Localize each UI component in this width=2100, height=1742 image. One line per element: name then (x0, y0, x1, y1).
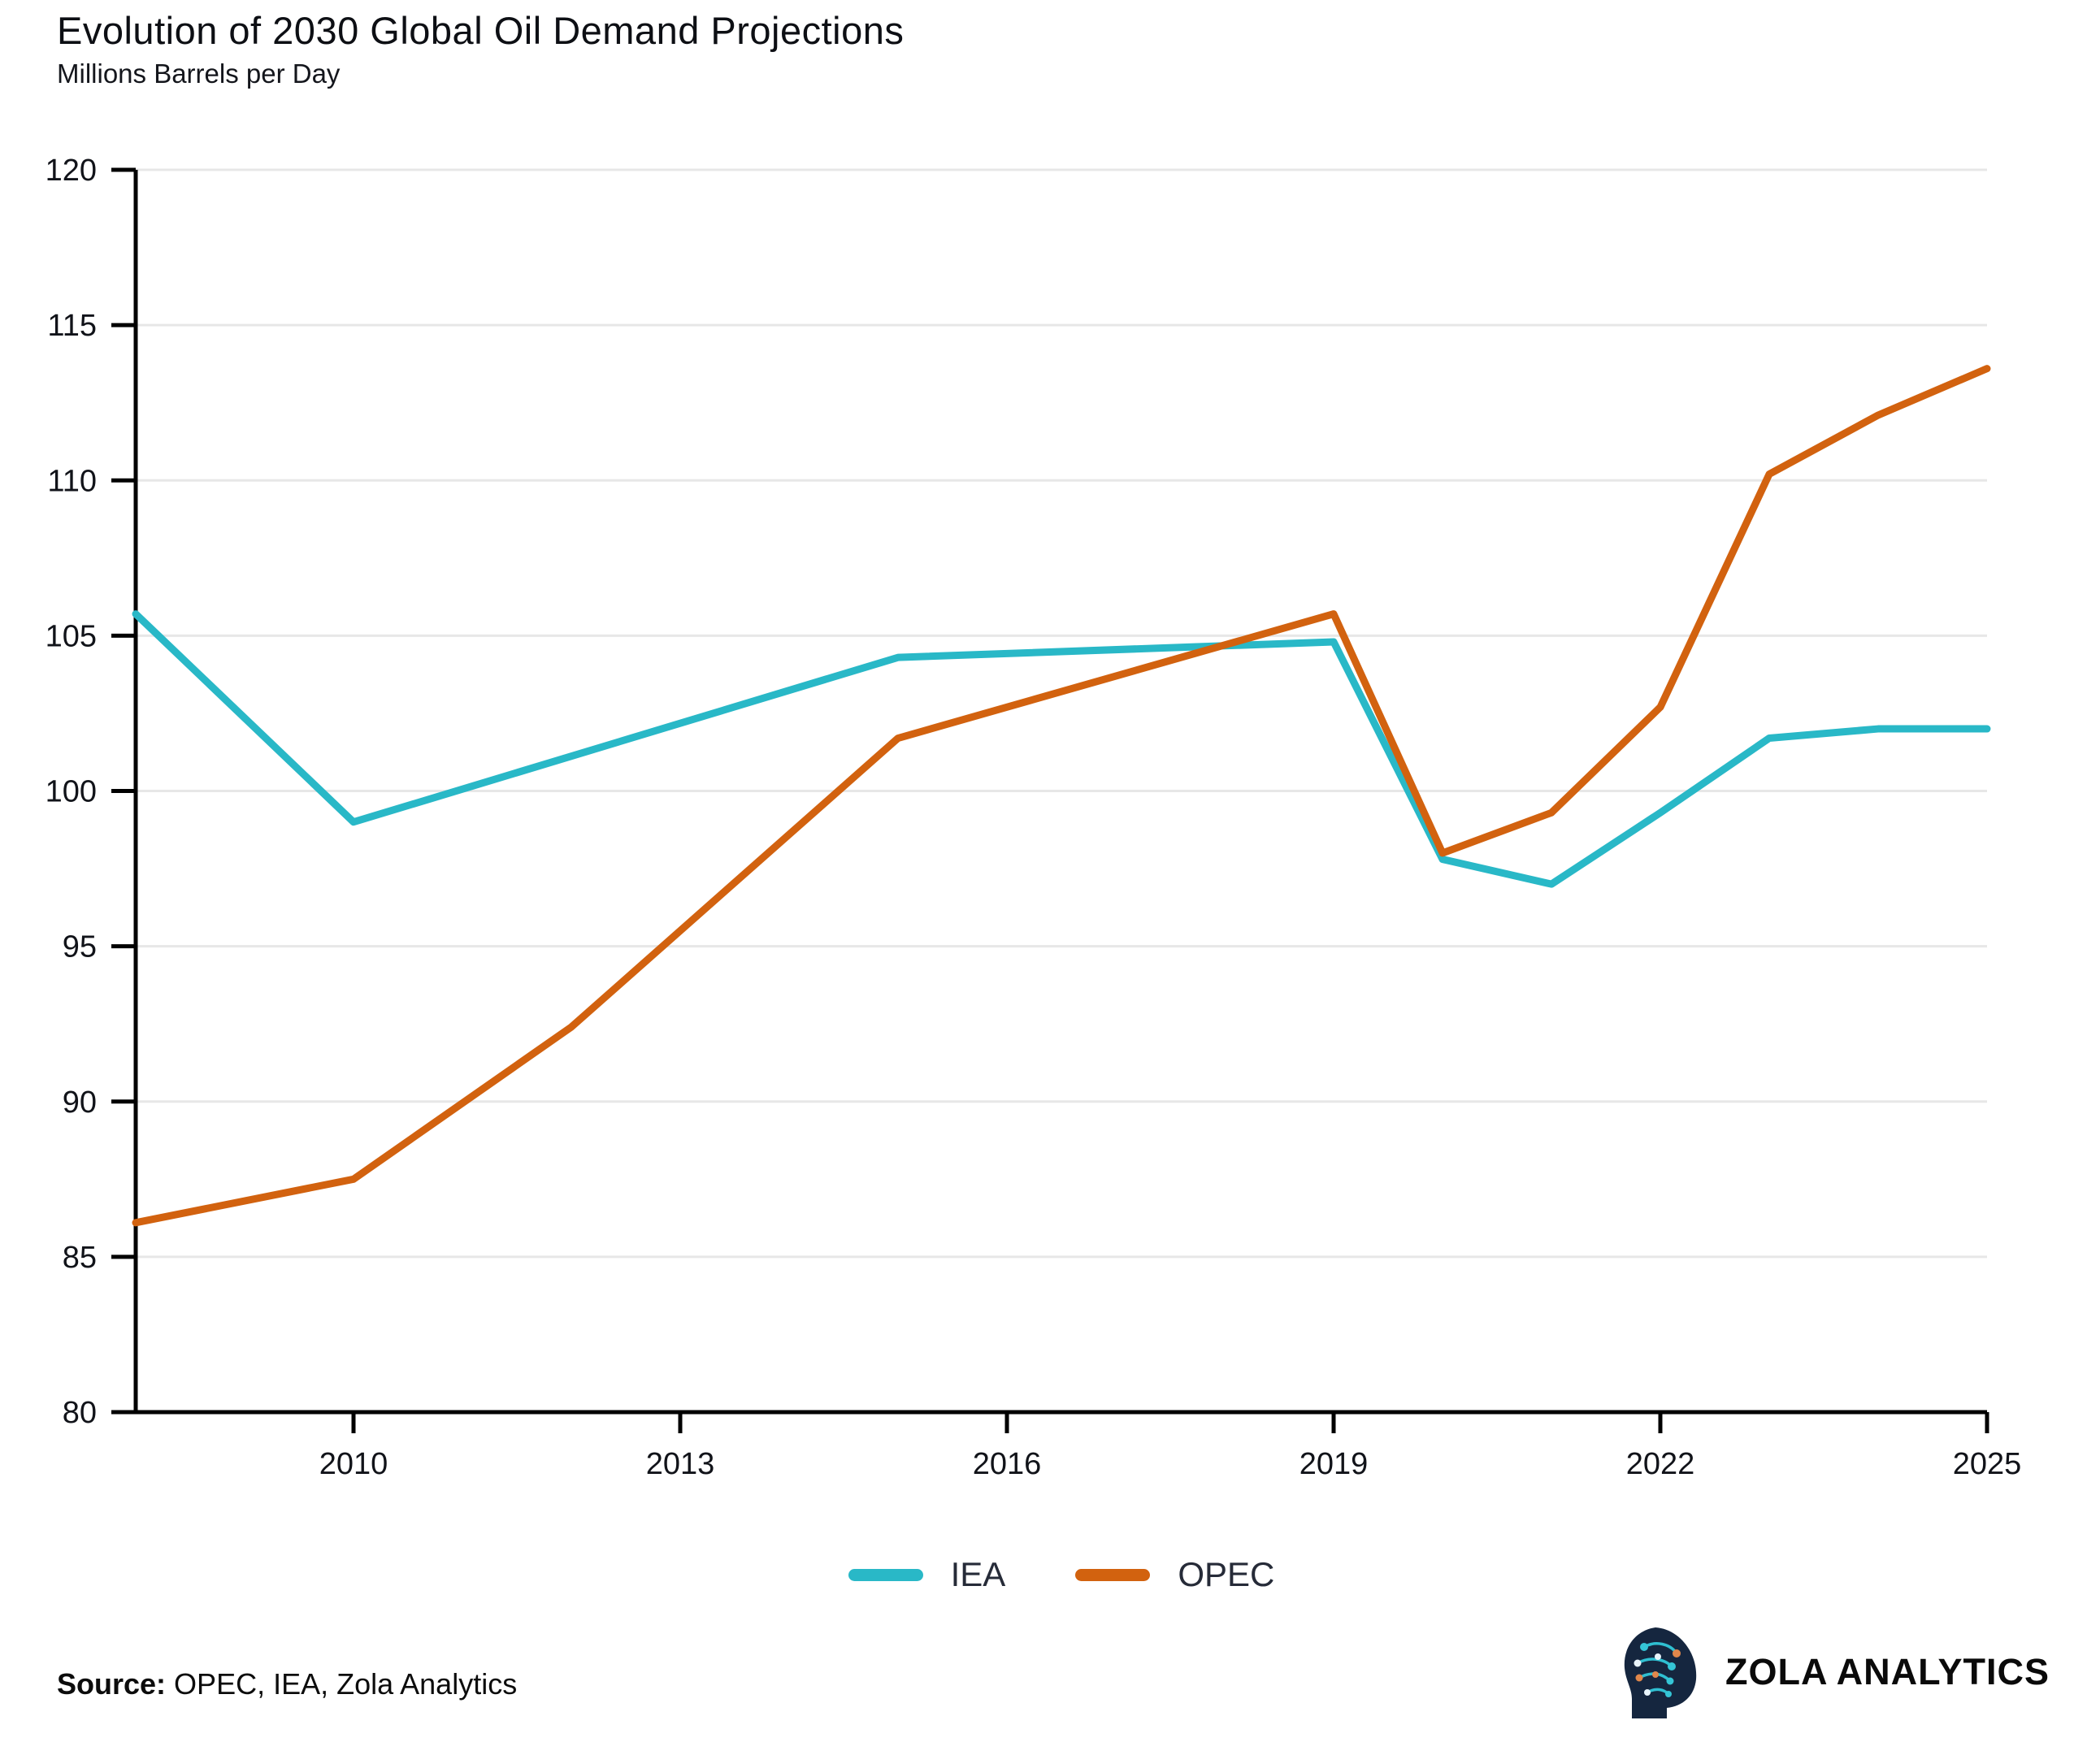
source-label: Source: (57, 1667, 167, 1701)
tick-labels: 80 85 90 95 100 105 110 115 120 2010 2013 2016 2019 2… (46, 154, 2022, 1481)
gridlines (136, 168, 1987, 1259)
branding: ZOLA ANALYTICS (1620, 1623, 2050, 1721)
source-note: Source: OPEC, IEA, Zola Analytics (57, 1667, 517, 1701)
y-tick-label: 120 (46, 154, 97, 188)
x-tick-label: 2025 (1953, 1447, 2022, 1481)
x-tick-label: 2013 (646, 1447, 715, 1481)
y-tick-label: 95 (63, 930, 97, 964)
y-tick-label: 110 (47, 464, 97, 498)
legend-item-iea: IEA (848, 1555, 1006, 1594)
y-tick-label: 100 (46, 775, 97, 809)
y-tick-label: 80 (63, 1396, 97, 1430)
zola-head-logo-icon (1624, 1627, 1697, 1718)
x-tick-label: 2022 (1626, 1447, 1695, 1481)
chart-subtitle: Millions Barrels per Day (57, 58, 341, 89)
x-tick-label: 2010 (319, 1447, 388, 1481)
source-text: OPEC, IEA, Zola Analytics (166, 1667, 518, 1701)
legend-label-iea: IEA (950, 1555, 1006, 1593)
iea-line-swatch (848, 1568, 923, 1581)
axes (111, 167, 1989, 1433)
y-tick-label: 105 (46, 619, 97, 653)
brand-name: ZOLA ANALYTICS (1725, 1651, 2050, 1692)
legend-item-opec: OPEC (1075, 1555, 1274, 1594)
chart-legend: IEA OPEC (136, 1542, 1987, 1607)
legend-label-opec: OPEC (1178, 1555, 1275, 1593)
x-tick-label: 2019 (1299, 1447, 1369, 1481)
opec-line-swatch (1075, 1568, 1151, 1581)
y-tick-label: 90 (63, 1086, 97, 1120)
page-title: Evolution of 2030 Global Oil Demand Proj… (57, 9, 905, 52)
y-tick-label: 85 (63, 1241, 97, 1275)
series-line-iea (132, 610, 1991, 888)
series-line-opec (132, 365, 1991, 1227)
x-tick-label: 2016 (973, 1447, 1042, 1481)
y-tick-label: 115 (47, 309, 97, 343)
